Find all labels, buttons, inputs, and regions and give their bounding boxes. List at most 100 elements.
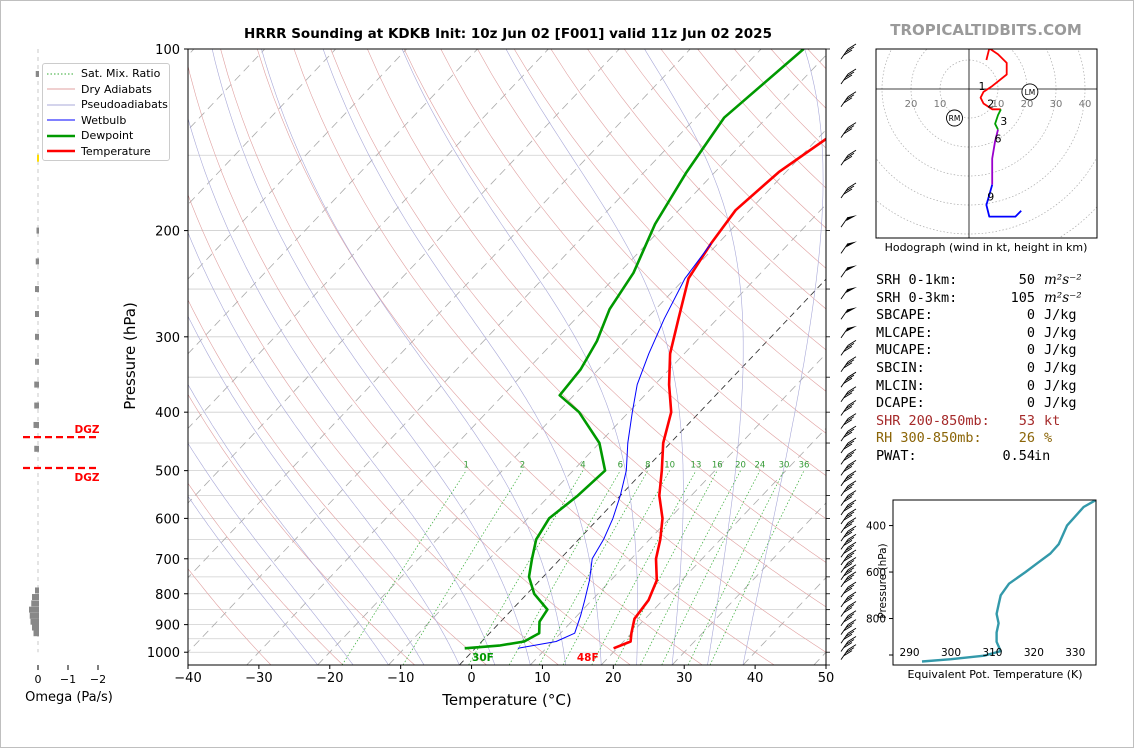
wind-barb-feather bbox=[843, 563, 853, 569]
surface-temp-label: 48F bbox=[577, 652, 599, 664]
pseudoadiabat bbox=[211, 49, 531, 665]
y-tick-label: 100 bbox=[155, 43, 180, 58]
legend-label: Sat. Mix. Ratio bbox=[81, 67, 161, 81]
wind-barb-staff bbox=[840, 73, 849, 85]
index-unit: % bbox=[1044, 430, 1053, 447]
indices-table: SRH 0-1km: 50 m²s⁻² SRH 0-3km: 105 m²s⁻² SBCAP… bbox=[876, 272, 1126, 466]
mixing-ratio-line bbox=[538, 470, 649, 665]
legend-swatch bbox=[47, 88, 75, 90]
wind-barb-feather bbox=[847, 400, 857, 406]
wind-barb-staff bbox=[840, 391, 849, 403]
index-row: DCAPE: 0 J/kg bbox=[876, 395, 1126, 413]
wind-barb-staff bbox=[840, 243, 849, 254]
index-row: SRH 0-1km: 50 m²s⁻² bbox=[876, 272, 1126, 290]
wind-barb-feather bbox=[843, 505, 853, 512]
wind-barb-feather bbox=[843, 531, 853, 538]
wind-barb-feather bbox=[847, 459, 857, 466]
theta-e-x-tick-label: 300 bbox=[941, 647, 961, 659]
mixing-ratio-label: 36 bbox=[799, 461, 810, 471]
omega-bar bbox=[33, 630, 39, 637]
wind-barb-staff bbox=[840, 430, 849, 442]
wind-barb-feather bbox=[847, 149, 857, 156]
dry-adiabat bbox=[188, 64, 631, 665]
wind-barb-staff bbox=[840, 562, 849, 573]
wind-barb-feather bbox=[845, 389, 855, 396]
isotherm-line bbox=[459, 278, 826, 665]
series-wetbulb bbox=[517, 243, 712, 649]
wind-barb-feather bbox=[847, 480, 857, 487]
dry-adiabat bbox=[330, 49, 826, 608]
legend-swatch bbox=[47, 149, 75, 153]
wind-barb-staff bbox=[840, 596, 849, 608]
wind-barb-feather bbox=[843, 97, 853, 104]
index-value: 0 bbox=[1026, 324, 1035, 341]
omega-bar bbox=[34, 381, 39, 388]
pseudoadiabat bbox=[742, 49, 824, 665]
index-row: SHR 200-850mb: 53 kt bbox=[876, 413, 1126, 431]
wind-barb-feather bbox=[847, 591, 857, 598]
hodograph-segment bbox=[994, 108, 1002, 131]
wind-barb-feather bbox=[845, 528, 855, 535]
pseudoadiabat bbox=[188, 442, 354, 665]
legend-entry: Sat. Mix. Ratio bbox=[43, 66, 169, 82]
wind-barb-feather bbox=[843, 377, 853, 384]
omega-bar bbox=[35, 333, 39, 340]
wind-barb-staff bbox=[840, 48, 849, 60]
pseudoadiabat bbox=[188, 117, 496, 665]
index-value: 0 bbox=[1026, 307, 1035, 324]
wind-barb-feather bbox=[843, 607, 853, 613]
wind-barb-feather bbox=[847, 557, 857, 563]
isotherm-line bbox=[188, 49, 478, 355]
wind-barb-staff bbox=[840, 513, 849, 525]
wind-barb-feather bbox=[845, 473, 855, 480]
mixing-ratio-line bbox=[709, 470, 805, 665]
mixing-ratio-label: 8 bbox=[645, 461, 650, 471]
wind-barb-feather bbox=[847, 619, 857, 625]
wind-barb-feather bbox=[845, 94, 855, 101]
legend-entry: Wetbulb bbox=[43, 113, 169, 129]
index-value: 0 bbox=[1026, 342, 1035, 359]
legend-swatch bbox=[47, 73, 75, 75]
wind-barb-staff bbox=[840, 606, 849, 617]
x-tick-label: 0 bbox=[467, 671, 475, 686]
index-row: MLCAPE: 0 J/kg bbox=[876, 325, 1126, 343]
hodograph-ring-label: 20 bbox=[1021, 99, 1034, 110]
index-row: SBCIN: 0 J/kg bbox=[876, 360, 1126, 378]
pseudoadiabat bbox=[505, 49, 684, 665]
theta-e-plot bbox=[921, 500, 1096, 663]
wind-barb-flag bbox=[846, 325, 857, 332]
series-temperature bbox=[613, 137, 826, 650]
wind-barb-feather bbox=[845, 613, 855, 620]
dry-adiabat bbox=[188, 568, 272, 665]
dry-adiabat bbox=[188, 393, 415, 665]
wind-barb-staff bbox=[840, 632, 849, 644]
wind-barb-feather bbox=[845, 46, 855, 53]
hodograph-ring bbox=[876, 206, 1097, 238]
wind-barb-feather bbox=[843, 577, 853, 584]
dry-adiabat bbox=[367, 49, 826, 563]
theta-e-line bbox=[921, 500, 1096, 663]
omega-bar bbox=[35, 358, 39, 365]
wind-barb-staff bbox=[840, 641, 849, 652]
wind-barb-feather bbox=[845, 374, 855, 381]
wind-barb-feather bbox=[843, 555, 853, 562]
wind-barb-feather bbox=[843, 496, 853, 502]
wind-barb-feather bbox=[845, 440, 855, 447]
pseudoadiabat bbox=[188, 383, 389, 665]
legend-swatch bbox=[47, 134, 75, 138]
omega-bar bbox=[35, 286, 39, 293]
isotherm-line bbox=[188, 49, 691, 579]
theta-e-y-tick-label: 800 bbox=[866, 614, 886, 626]
legend-swatch bbox=[47, 119, 75, 121]
wind-barb-staff bbox=[840, 376, 849, 388]
wind-barb-feather bbox=[845, 630, 855, 637]
theta-e-y-tick-label: 400 bbox=[866, 521, 886, 533]
index-value: 53 bbox=[1018, 412, 1035, 429]
wind-barb-feather bbox=[843, 539, 853, 546]
omega-bar bbox=[34, 445, 39, 452]
wind-barb-flag bbox=[846, 215, 857, 222]
wind-barb-feather bbox=[843, 597, 853, 604]
wind-barb-staff bbox=[840, 530, 849, 542]
legend-label: Dry Adiabats bbox=[81, 82, 152, 96]
